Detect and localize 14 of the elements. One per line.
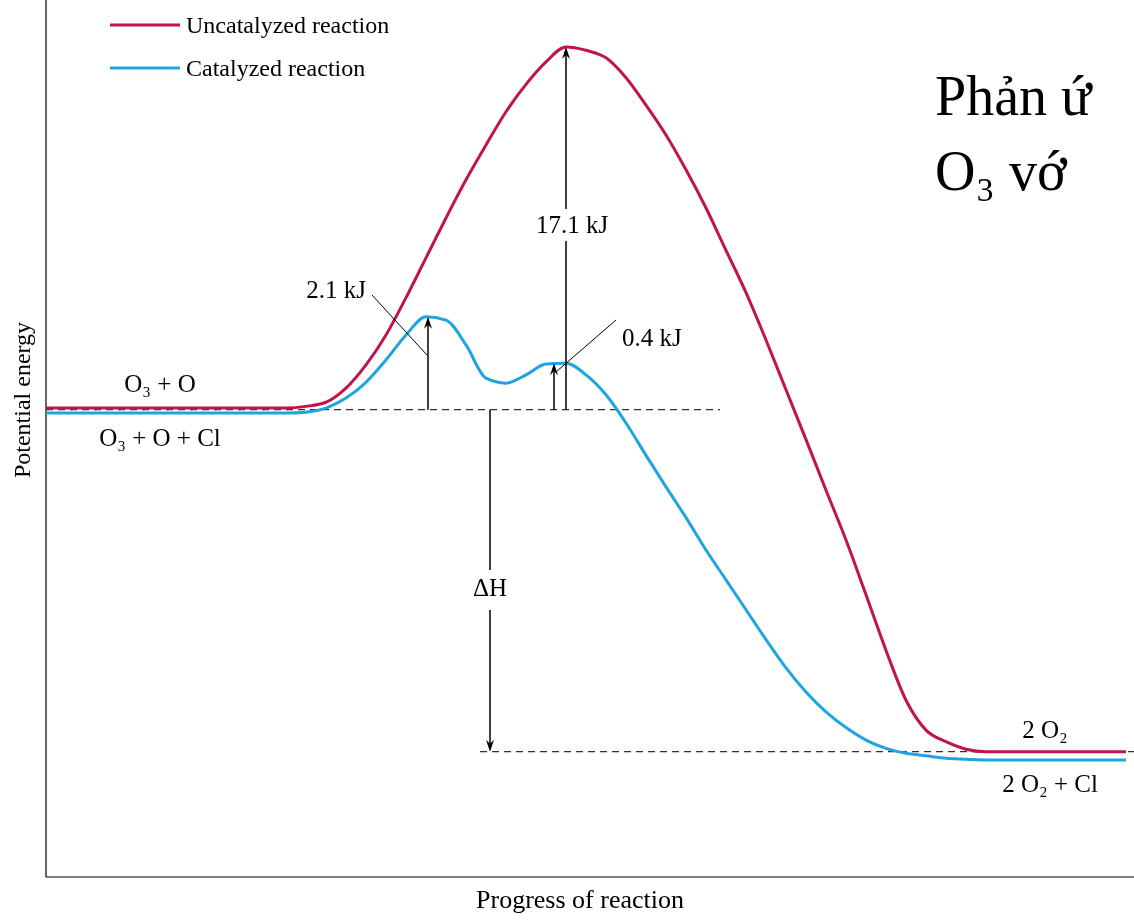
y-axis-title: Potential energy — [9, 321, 35, 479]
annotation: 2 O₂ + Cl — [1002, 770, 1098, 797]
annotation: 2.1 kJ — [306, 276, 367, 303]
annotation: 17.1 kJ — [535, 211, 609, 238]
legend-label: Catalyzed reaction — [186, 55, 366, 81]
annotation: O₃ + O — [124, 370, 196, 397]
text: O₃ vớ — [935, 140, 1068, 202]
chart-title: Phản ứ — [935, 65, 1093, 127]
x-axis-title: Progress of reaction — [476, 885, 684, 914]
annotation: 0.4 kJ — [622, 324, 682, 351]
annotation: 2 O₂ — [1022, 716, 1068, 743]
annotation: O₃ + O + Cl — [99, 424, 221, 451]
annotation: ΔH — [472, 574, 508, 601]
legend-label: Uncatalyzed reaction — [186, 12, 390, 38]
